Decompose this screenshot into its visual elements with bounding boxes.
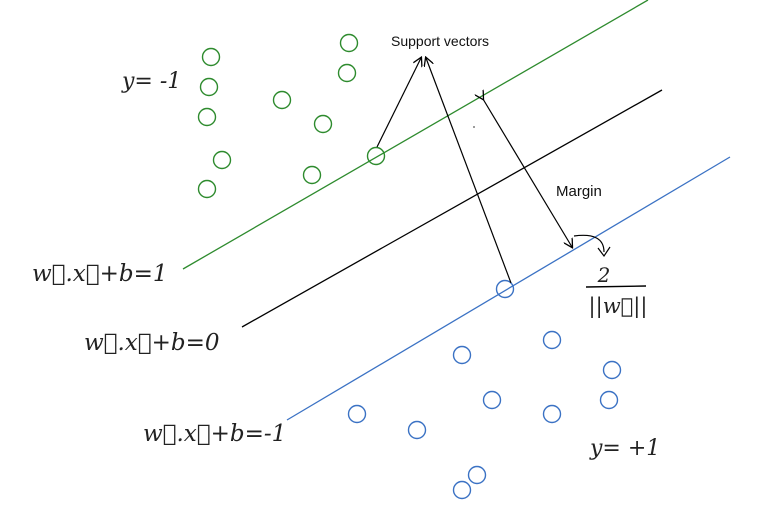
data-point [302, 165, 322, 185]
data-point [347, 404, 367, 424]
data-point [199, 77, 219, 97]
data-point [407, 420, 427, 440]
data-point [467, 465, 487, 485]
margin-formula-fraction-bar [585, 285, 647, 288]
data-point [602, 360, 622, 380]
decision-boundary-equation: w⃗.x⃗+b=0 [84, 330, 219, 356]
margin-formula-numerator: 2 [597, 263, 611, 287]
data-point [452, 345, 472, 365]
margin-label: Margin [556, 183, 602, 200]
support-vector-arrow-green [376, 58, 421, 148]
data-point [482, 390, 502, 410]
data-point [197, 179, 217, 199]
positive-class-label: y= +1 [589, 436, 660, 461]
stray-dot [473, 126, 475, 128]
decision-boundary-line [241, 89, 663, 328]
data-point [542, 330, 562, 350]
margin-formula-denominator: ||w⃗|| [589, 294, 648, 319]
data-point [337, 63, 357, 83]
margin-arrow [483, 99, 572, 247]
data-point [197, 107, 217, 127]
positive-margin-equation: w⃗.x⃗+b=1 [32, 261, 167, 287]
data-point [313, 114, 333, 134]
data-point [212, 150, 232, 170]
support-vectors-label: Support vectors [391, 33, 489, 49]
data-point [201, 47, 221, 67]
negative-class-points [197, 33, 386, 199]
negative-margin-equation: w⃗.x⃗+b=-1 [143, 421, 286, 447]
support-vector-point [495, 279, 515, 299]
support-vector-point [366, 146, 386, 166]
margin-hook-arrow [573, 234, 605, 253]
data-point [272, 90, 292, 110]
negative-margin-line [286, 156, 731, 421]
data-point [339, 33, 359, 53]
support-vector-arrow-blue [426, 58, 512, 284]
positive-margin-line [182, 0, 649, 270]
positive-class-points [347, 279, 622, 500]
negative-class-label: y= -1 [121, 69, 181, 94]
data-point [452, 480, 472, 500]
data-point [599, 390, 619, 410]
margin-hook-arrowhead [597, 246, 611, 258]
data-point [542, 404, 562, 424]
